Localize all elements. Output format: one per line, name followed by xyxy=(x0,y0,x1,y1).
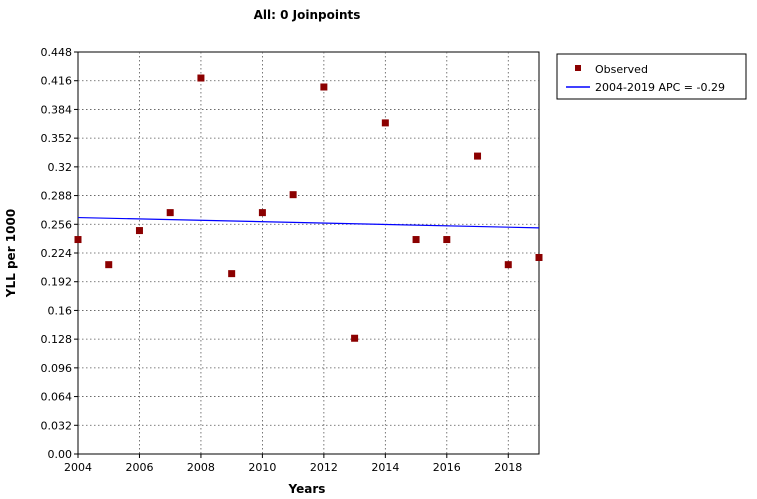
y-tick-label: 0.064 xyxy=(41,391,73,404)
legend-box xyxy=(556,53,747,100)
observed-point xyxy=(289,191,297,199)
x-tick-label: 2008 xyxy=(187,461,215,474)
observed-point xyxy=(74,236,82,244)
legend-observed-marker xyxy=(575,65,581,71)
x-tick-label: 2010 xyxy=(248,461,276,474)
observed-point xyxy=(351,334,359,342)
observed-point xyxy=(135,227,143,235)
y-tick-label: 0.352 xyxy=(41,132,73,145)
chart-title: All: 0 Joinpoints xyxy=(254,8,361,22)
observed-point xyxy=(535,253,543,261)
y-tick-label: 0.00 xyxy=(48,448,73,461)
y-tick-label: 0.16 xyxy=(48,304,73,317)
observed-point xyxy=(443,236,451,244)
x-axis-label: Years xyxy=(288,482,326,496)
x-axis: 2004 2006 2008 2010 2012 2014 2016 2018 xyxy=(64,454,522,474)
legend-observed-label: Observed xyxy=(595,63,648,76)
x-tick-label: 2006 xyxy=(125,461,153,474)
x-tick-label: 2014 xyxy=(371,461,399,474)
observed-point xyxy=(412,236,420,244)
series-layer xyxy=(74,74,543,342)
y-tick-label: 0.096 xyxy=(41,362,73,375)
observed-point xyxy=(381,119,389,127)
observed-point xyxy=(474,152,482,160)
y-tick-label: 0.192 xyxy=(41,276,73,289)
y-tick-label: 0.288 xyxy=(41,190,73,203)
y-tick-label: 0.448 xyxy=(41,46,73,59)
x-tick-label: 2004 xyxy=(64,461,92,474)
observed-point xyxy=(228,270,236,278)
y-axis: 0.00 0.032 0.064 0.096 0.128 0.16 0.192 0.224 0.… xyxy=(41,46,78,461)
y-axis-label: YLL per 1000 xyxy=(4,209,18,298)
trend-line xyxy=(77,216,540,229)
legend: Observed 2004-2019 APC = -0.29 xyxy=(556,53,747,100)
x-tick-label: 2012 xyxy=(310,461,338,474)
observed-point xyxy=(166,209,174,217)
observed-point xyxy=(504,261,512,269)
y-tick-label: 0.384 xyxy=(41,103,73,116)
observed-point xyxy=(320,83,328,91)
x-tick-label: 2016 xyxy=(433,461,461,474)
legend-trend-label: 2004-2019 APC = -0.29 xyxy=(595,81,725,94)
observed-point xyxy=(258,209,266,217)
y-tick-label: 0.032 xyxy=(41,419,73,432)
x-tick-label: 2018 xyxy=(494,461,522,474)
y-tick-label: 0.32 xyxy=(48,161,73,174)
y-tick-label: 0.416 xyxy=(41,75,73,88)
y-tick-label: 0.256 xyxy=(41,218,73,231)
y-tick-label: 0.224 xyxy=(41,247,73,260)
grid-lines xyxy=(78,52,539,454)
observed-point xyxy=(105,261,113,269)
y-tick-label: 0.128 xyxy=(41,333,73,346)
observed-point xyxy=(197,74,205,82)
